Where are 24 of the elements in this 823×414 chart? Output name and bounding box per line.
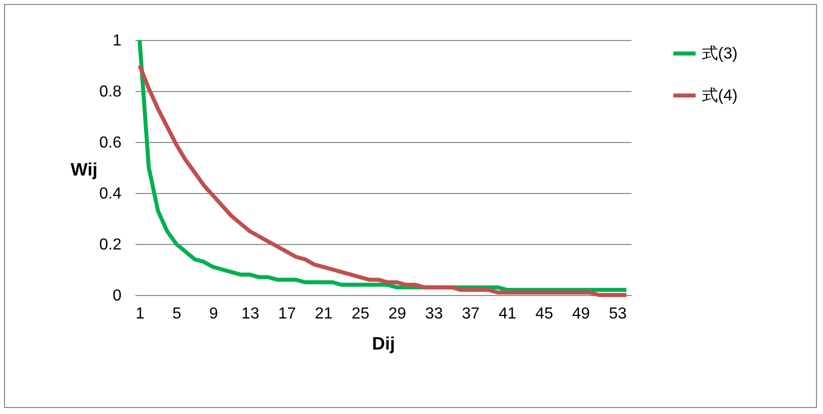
legend-label: 式(4) xyxy=(702,86,738,104)
y-tick-label: 0.6 xyxy=(99,134,122,152)
x-tick-label: 9 xyxy=(209,306,218,322)
y-tick-label: 1 xyxy=(112,32,122,50)
y-axis-title: Wij xyxy=(70,160,98,180)
x-tick-label: 41 xyxy=(498,306,516,322)
x-tick-label: 45 xyxy=(535,306,554,322)
x-tick-label: 13 xyxy=(241,306,260,322)
x-axis-title: Dij xyxy=(372,334,396,354)
x-tick-label: 25 xyxy=(352,306,370,322)
x-tick-label: 37 xyxy=(462,306,480,322)
x-tick-label: 49 xyxy=(572,306,590,322)
x-tick-label: 21 xyxy=(314,306,333,322)
x-tick-label: 33 xyxy=(425,306,444,322)
x-tick-label: 29 xyxy=(388,306,406,322)
y-tick-label: 0 xyxy=(112,288,122,304)
x-tick-label: 5 xyxy=(172,306,182,322)
x-tick-label: 1 xyxy=(136,306,145,322)
y-tick-label: 0.4 xyxy=(99,186,122,202)
legend-label: 式(3) xyxy=(702,44,738,62)
x-tick-label: 53 xyxy=(608,306,627,322)
x-tick-label: 17 xyxy=(278,306,296,322)
y-tick-label: 0.8 xyxy=(99,84,122,100)
y-tick-label: 0.2 xyxy=(99,236,122,254)
